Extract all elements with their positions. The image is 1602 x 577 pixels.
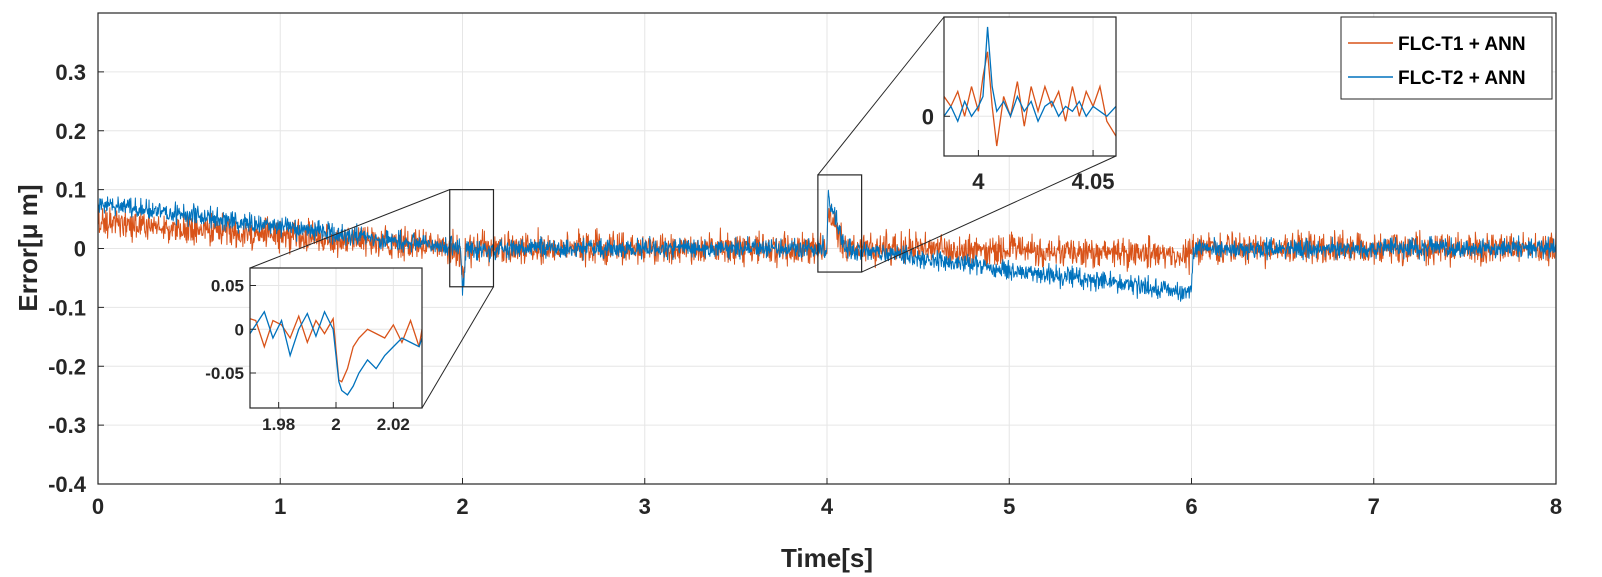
inset-4s-series-1-line [944, 51, 1116, 147]
zoom-source-box-4s [817, 174, 863, 273]
main-tick-labels: 0 1 2 3 4 5 6 7 8 -0.4 -0.3 -0.2 -0.1 0 0.1 0.2 0.3 [48, 60, 1562, 519]
main-y-tick-label-1: -0.3 [48, 413, 86, 438]
zoom-connector-2s-top [249, 189, 450, 269]
x-axis-label: Time[s] [781, 543, 873, 573]
inset-2s-x-tick-label-1: 2 [331, 415, 340, 434]
inset-zoom-2s: 1.98 2 2.02 -0.05 0 0.05 [205, 267, 423, 435]
zoom-connector-2s-bottom [421, 286, 494, 409]
zoom-connector-4s-bottom [861, 155, 1117, 273]
inset-4s-plot-area [944, 26, 1116, 147]
main-y-tick-label-2: -0.2 [48, 354, 86, 379]
inset-2s-grid [250, 268, 422, 408]
inset-2s-y-tick-label-0: -0.05 [205, 364, 244, 383]
legend: FLC-T1 + ANN FLC-T2 + ANN [1340, 16, 1553, 100]
inset-2s-x-tick-label-2: 2.02 [377, 415, 410, 434]
main-x-tick-label-3: 3 [639, 494, 651, 519]
inset-zoom-4s: 4 4.05 0 [922, 16, 1117, 194]
inset-4s-box [943, 16, 1117, 157]
zoom-connector-4s-top [817, 16, 945, 176]
inset-2s-y-tick-label-1: 0 [235, 320, 244, 339]
inset-4s-background [944, 17, 1116, 156]
main-x-tick-label-5: 5 [1003, 494, 1015, 519]
main-plot-area [98, 189, 1556, 302]
inset-4s-tick-labels: 4 4.05 0 [922, 104, 1115, 194]
inset-4s-x-tick-label-0: 4 [972, 169, 985, 194]
inset-2s-plot-area [250, 310, 422, 396]
legend-label-flc-t2: FLC-T2 + ANN [1398, 68, 1526, 89]
legend-box [1340, 16, 1553, 100]
inset-4s-y-tick-label-0: 0 [922, 104, 934, 129]
main-y-tick-label-0: -0.4 [48, 472, 87, 497]
inset-2s-x-tick-label-0: 1.98 [262, 415, 295, 434]
legend-label-flc-t1: FLC-T1 + ANN [1398, 34, 1526, 55]
main-y-tick-label-4: 0 [74, 237, 86, 262]
main-y-tick-label-7: 0.3 [55, 60, 86, 85]
y-axis-label: Error[μ m] [13, 184, 43, 311]
inset-4s-series-2-line [944, 26, 1116, 123]
main-x-tick-label-7: 7 [1368, 494, 1380, 519]
inset-2s-y-tick-label-2: 0.05 [211, 277, 244, 296]
main-x-tick-label-2: 2 [456, 494, 468, 519]
main-y-tick-label-6: 0.2 [55, 119, 86, 144]
inset-2s-series-2-line [250, 310, 422, 396]
main-y-tick-label-3: -0.1 [48, 295, 86, 320]
main-x-tick-label-0: 0 [92, 494, 104, 519]
zoom-source-box-2s [449, 189, 495, 288]
main-x-tick-label-6: 6 [1185, 494, 1197, 519]
inset-2s-tick-labels: 1.98 2 2.02 -0.05 0 0.05 [205, 277, 410, 435]
main-series-1-line [98, 205, 1556, 280]
main-x-tick-label-8: 8 [1550, 494, 1562, 519]
main-x-tick-label-1: 1 [274, 494, 286, 519]
inset-4s-x-tick-label-1: 4.05 [1072, 169, 1115, 194]
main-y-tick-label-5: 0.1 [55, 178, 86, 203]
main-series-2-line [98, 189, 1556, 302]
main-x-tick-label-4: 4 [821, 494, 834, 519]
inset-4s-grid [944, 17, 1116, 156]
zoom-connectors [249, 16, 1117, 409]
